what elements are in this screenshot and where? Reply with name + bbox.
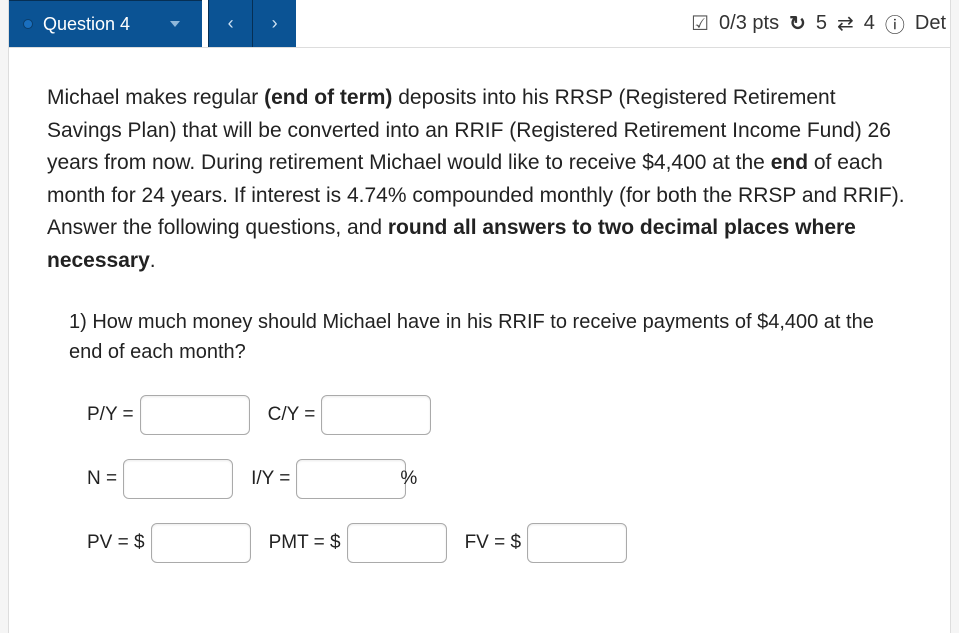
cy-label: C/Y =	[268, 404, 316, 426]
pv-input[interactable]	[151, 523, 251, 563]
iy-label: I/Y =	[251, 468, 290, 490]
question-meta: 0/3 pts 5 4 Det	[691, 0, 950, 47]
pmt-label: PMT = $	[269, 532, 341, 554]
details-link[interactable]: Det	[915, 12, 946, 35]
fv-input[interactable]	[527, 523, 627, 563]
iy-input[interactable]	[296, 459, 406, 499]
question-label: Question 4	[43, 14, 130, 35]
prompt-bold: end	[771, 151, 808, 174]
caret-down-icon	[170, 21, 180, 27]
prompt-text: .	[150, 249, 156, 272]
n-field: N =	[87, 459, 233, 499]
retry-icon	[789, 11, 806, 36]
swap-count: 4	[864, 12, 875, 35]
fv-label: FV = $	[465, 532, 522, 554]
question-selector[interactable]: Question 4	[9, 0, 202, 47]
question-content: Michael makes regular (end of term) depo…	[9, 48, 950, 611]
info-icon[interactable]	[885, 9, 905, 38]
prompt-bold: (end of term)	[264, 86, 392, 109]
checkbox-icon	[691, 11, 709, 36]
cy-field: C/Y =	[268, 395, 432, 435]
pmt-field: PMT = $	[269, 523, 447, 563]
chevron-left-icon: ‹	[228, 13, 234, 34]
prev-question-button[interactable]: ‹	[208, 0, 252, 47]
points-label: 0/3 pts	[719, 12, 779, 35]
percent-label: %	[400, 468, 417, 490]
n-input[interactable]	[123, 459, 233, 499]
input-row-2: N = I/Y = %	[87, 459, 912, 499]
status-dot	[23, 19, 33, 29]
prompt-text: Michael makes regular	[47, 86, 264, 109]
retry-count: 5	[816, 12, 827, 35]
py-input[interactable]	[140, 395, 250, 435]
fv-field: FV = $	[465, 523, 628, 563]
input-row-1: P/Y = C/Y =	[87, 395, 912, 435]
swap-icon	[837, 11, 854, 36]
pv-label: PV = $	[87, 532, 145, 554]
py-field: P/Y =	[87, 395, 250, 435]
iy-field: I/Y = %	[251, 459, 417, 499]
pv-field: PV = $	[87, 523, 251, 563]
cy-input[interactable]	[321, 395, 431, 435]
chevron-right-icon: ›	[272, 13, 278, 34]
next-question-button[interactable]: ›	[252, 0, 296, 47]
question-prompt: Michael makes regular (end of term) depo…	[47, 82, 912, 277]
sub-question-1: 1) How much money should Michael have in…	[69, 307, 912, 367]
input-row-3: PV = $ PMT = $ FV = $	[87, 523, 912, 563]
n-label: N =	[87, 468, 117, 490]
py-label: P/Y =	[87, 404, 134, 426]
pmt-input[interactable]	[347, 523, 447, 563]
quiz-page: Question 4 ‹ › 0/3 pts 5 4 Det Michael m…	[8, 0, 951, 633]
question-header: Question 4 ‹ › 0/3 pts 5 4 Det	[9, 0, 950, 48]
